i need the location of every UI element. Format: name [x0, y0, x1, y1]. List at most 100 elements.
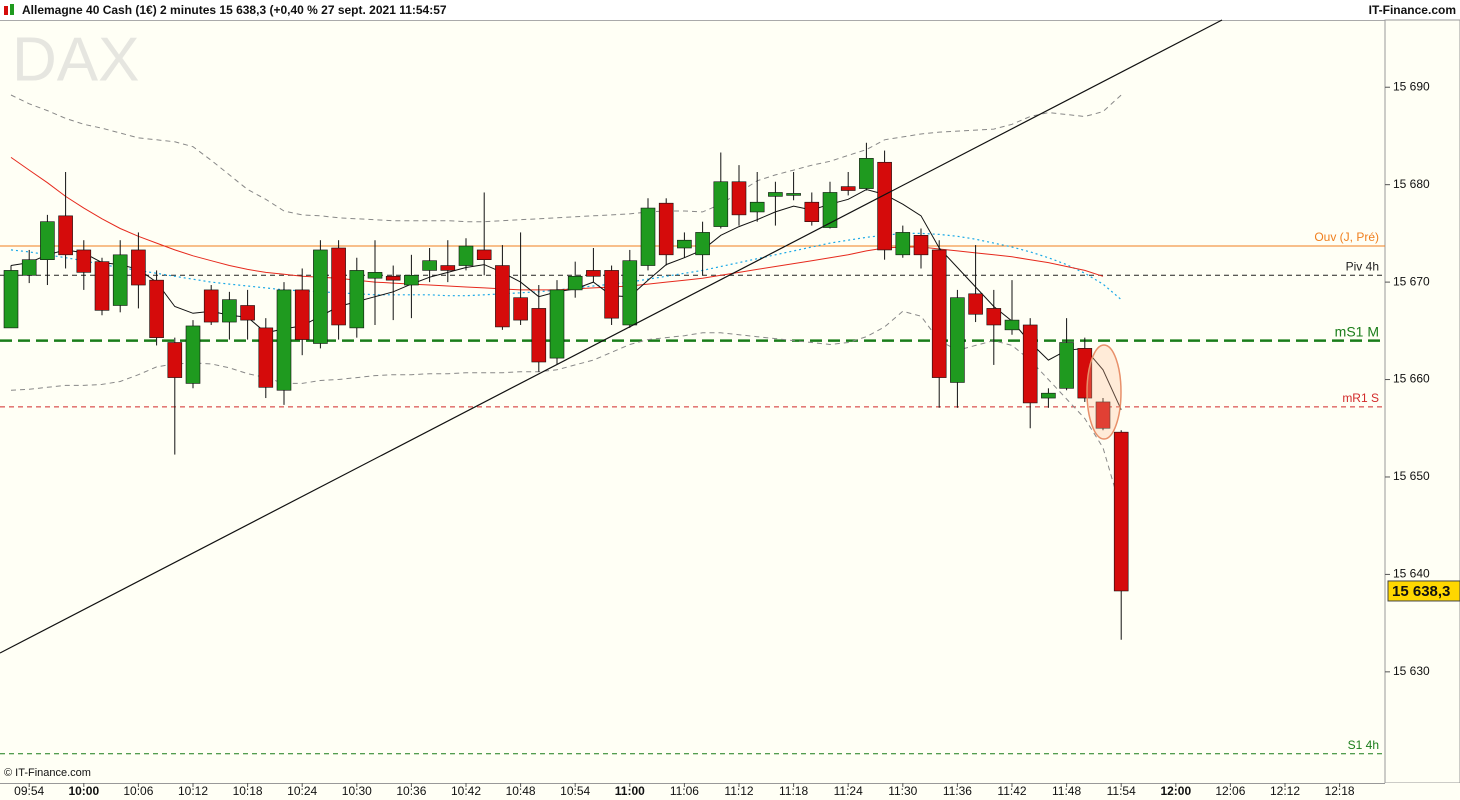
candle-body	[131, 249, 146, 286]
level-label: S1 4h	[1348, 738, 1379, 752]
x-tick-label: 10:30	[342, 784, 372, 798]
candle-body	[112, 254, 128, 306]
highlight-ellipse	[1086, 344, 1122, 440]
chart-title: Allemagne 40 Cash (1€) 2 minutes 15 638,…	[22, 3, 447, 17]
x-tick-label: 11:30	[888, 784, 917, 798]
y-tick-label: 15 630	[1393, 664, 1430, 678]
y-tick-label: 15 640	[1393, 567, 1430, 581]
candle-body	[695, 232, 710, 256]
source: IT-Finance.com	[1369, 3, 1456, 17]
level-label: mS1 M	[1335, 323, 1379, 339]
last-price-box	[1387, 580, 1460, 602]
y-axis-area	[1384, 19, 1460, 784]
indicator-line	[10, 188, 1122, 410]
candle-body	[440, 265, 456, 271]
candle-body	[458, 245, 474, 266]
x-axis-area	[0, 783, 1460, 800]
x-tick-label: 10:48	[506, 784, 536, 798]
candle-body	[677, 239, 692, 249]
candle-body	[840, 186, 856, 191]
candle-body	[604, 270, 619, 319]
x-tick-label: 12:18	[1325, 784, 1355, 798]
candle-body	[586, 270, 601, 277]
candle-body	[276, 289, 292, 391]
candle-body	[749, 201, 765, 213]
candle-body	[149, 279, 164, 338]
candle-body	[913, 235, 929, 256]
candle-body	[404, 274, 419, 286]
x-tick-label: 10:12	[178, 784, 208, 798]
x-tick-label: 11:42	[997, 784, 1026, 798]
candle-body	[1022, 324, 1038, 404]
x-tick-label: 12:12	[1270, 784, 1300, 798]
candle-body	[768, 192, 783, 197]
candle-body	[185, 325, 201, 384]
last-price-label: 15 638,3	[1392, 583, 1450, 600]
candle-body	[786, 193, 801, 196]
y-tick-label: 15 680	[1393, 177, 1430, 191]
watermark: DAX	[12, 25, 139, 94]
candle-body	[1004, 319, 1020, 331]
logo-icon	[4, 6, 8, 15]
x-tick-label: 10:00	[68, 784, 99, 798]
candle-body	[731, 181, 747, 216]
x-tick-label: 12:00	[1160, 784, 1191, 798]
level-label: Piv 4h	[1346, 259, 1379, 273]
plot: Ouv (J, Pré) Piv 4h mS1 M mR1 S S1 4h	[0, 94, 1385, 755]
level-label: Ouv (J, Pré)	[1314, 230, 1379, 244]
candle-body	[1041, 392, 1056, 399]
candle-body	[513, 297, 528, 321]
y-tick-label: 15 690	[1393, 79, 1430, 93]
x-tick-label: 09:54	[14, 784, 44, 798]
candle-body	[804, 201, 820, 222]
x-tick-label: 11:12	[724, 784, 753, 798]
x-tick-label: 11:24	[834, 784, 863, 798]
header-bar	[0, 0, 1460, 20]
candle-body	[877, 161, 892, 251]
candle-body	[203, 289, 219, 323]
candle-body	[640, 207, 656, 266]
candle-body	[495, 265, 510, 328]
candle-body	[968, 293, 983, 315]
candle-body	[531, 308, 547, 363]
candle-body	[1077, 348, 1093, 399]
candle-body	[549, 289, 565, 359]
candle-body	[349, 270, 365, 329]
y-tick-label: 15 660	[1393, 372, 1430, 386]
candle-body	[76, 249, 92, 273]
candle-body	[21, 259, 37, 276]
x-tick-label: 11:06	[670, 784, 699, 798]
x-tick-label: 10:24	[287, 784, 317, 798]
level-label: mR1 S	[1342, 391, 1379, 405]
candle-body	[986, 308, 1002, 326]
x-tick-label: 11:00	[615, 784, 645, 798]
candle-body	[3, 270, 19, 329]
x-tick-label: 10:42	[451, 784, 481, 798]
candle-body	[822, 192, 838, 228]
candle-body	[476, 249, 492, 260]
x-tick-label: 11:36	[943, 784, 972, 798]
candle-body	[622, 260, 638, 326]
candle-body	[658, 202, 674, 256]
candle-body	[367, 272, 383, 279]
candle-body	[58, 215, 73, 256]
x-tick-label: 11:18	[779, 784, 808, 798]
candle-body	[1059, 342, 1074, 389]
candle-body	[385, 275, 401, 281]
y-tick-label: 15 650	[1393, 469, 1430, 483]
candle-body	[40, 221, 55, 260]
candle-body	[222, 299, 237, 323]
candle-body	[313, 249, 328, 344]
candle-body	[240, 305, 255, 321]
x-tick-label: 10:18	[233, 784, 263, 798]
candle-body	[895, 232, 911, 256]
candle-body	[931, 249, 947, 378]
candle-body	[1113, 431, 1129, 592]
candle-body	[94, 261, 110, 311]
copyright: © IT-Finance.com	[4, 767, 91, 779]
x-tick-label: 10:54	[560, 784, 590, 798]
x-tick-label: 10:36	[396, 784, 426, 798]
candle-body	[294, 289, 310, 340]
candle-body	[167, 342, 183, 378]
